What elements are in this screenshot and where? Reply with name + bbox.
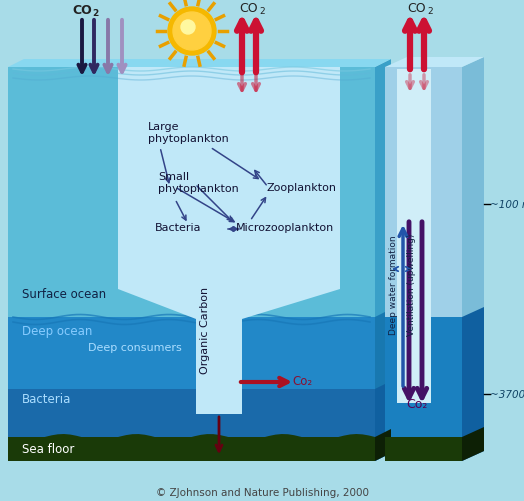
Text: Bacteria: Bacteria xyxy=(155,222,202,232)
Bar xyxy=(385,68,462,461)
Polygon shape xyxy=(375,381,391,461)
Polygon shape xyxy=(118,68,340,414)
Text: 2: 2 xyxy=(92,9,99,18)
Bar xyxy=(397,70,431,403)
Text: CO: CO xyxy=(72,4,92,17)
Text: Ventilation (upwelling): Ventilation (upwelling) xyxy=(407,233,416,336)
Bar xyxy=(8,68,375,461)
Text: CO: CO xyxy=(239,2,258,15)
Text: Surface ocean: Surface ocean xyxy=(22,288,106,301)
Text: Deep consumers: Deep consumers xyxy=(88,342,182,352)
Text: ~3700 m: ~3700 m xyxy=(490,389,524,399)
Polygon shape xyxy=(385,58,484,68)
Bar xyxy=(385,437,462,461)
Bar xyxy=(8,317,375,461)
Text: Microzooplankton: Microzooplankton xyxy=(236,222,334,232)
Bar xyxy=(385,317,462,461)
Circle shape xyxy=(168,8,216,56)
Polygon shape xyxy=(462,58,484,461)
Circle shape xyxy=(173,13,211,51)
Text: ~100 m: ~100 m xyxy=(490,199,524,209)
Bar xyxy=(8,389,375,461)
Text: 2: 2 xyxy=(427,7,433,16)
Polygon shape xyxy=(8,60,391,68)
Bar xyxy=(8,437,375,461)
Text: Co₂: Co₂ xyxy=(406,397,428,410)
Text: CO: CO xyxy=(408,2,427,15)
Polygon shape xyxy=(462,427,484,461)
Polygon shape xyxy=(8,434,375,441)
Text: Sea floor: Sea floor xyxy=(22,442,74,455)
Text: Zooplankton: Zooplankton xyxy=(266,183,336,192)
Text: Large
phytoplankton: Large phytoplankton xyxy=(148,122,229,143)
Polygon shape xyxy=(462,308,484,461)
Polygon shape xyxy=(375,60,391,461)
Text: Deep water formation: Deep water formation xyxy=(388,235,398,334)
Text: Co₂: Co₂ xyxy=(292,374,312,387)
Polygon shape xyxy=(375,429,391,461)
Text: Bacteria: Bacteria xyxy=(22,393,71,406)
Text: Small
phytoplankton: Small phytoplankton xyxy=(158,172,239,193)
Text: Deep ocean: Deep ocean xyxy=(22,325,92,338)
Circle shape xyxy=(181,21,195,35)
Text: Organic Carbon: Organic Carbon xyxy=(200,286,210,373)
Text: © ZJohnson and Nature Publishing, 2000: © ZJohnson and Nature Publishing, 2000 xyxy=(156,487,368,497)
Text: 2: 2 xyxy=(259,7,265,16)
Polygon shape xyxy=(375,310,391,461)
